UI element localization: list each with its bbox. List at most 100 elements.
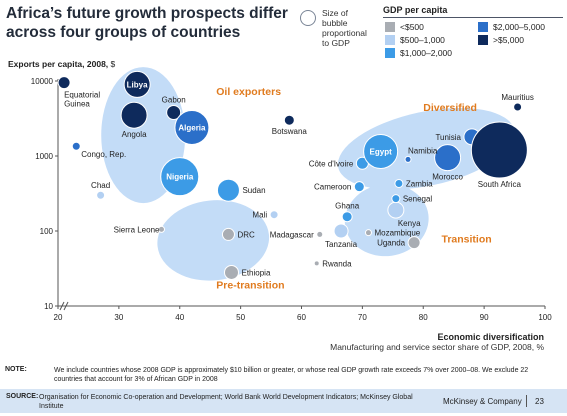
label-egypt: Egypt	[370, 147, 393, 156]
label-sierra-leone: Sierra Leone	[114, 225, 160, 234]
y-axis-label-unit: $	[108, 59, 116, 69]
size-key-line1: Size of	[322, 8, 348, 18]
brand-name: McKinsey & Company	[443, 397, 522, 406]
bubble-ethiopia	[223, 264, 239, 280]
legend-swatch-500-1000	[385, 35, 395, 45]
x-tick-label-70: 70	[358, 313, 367, 322]
bubble-tanzania	[333, 223, 349, 239]
bubble-mali	[269, 210, 279, 220]
label-equatorial-guinea-1: Equatorial	[64, 91, 100, 100]
label-mozambique: Mozambique	[374, 229, 420, 238]
label-kenya: Kenya	[398, 219, 421, 228]
bubble-sudan	[216, 178, 240, 202]
bubble-libya	[123, 70, 151, 98]
chart-title: Africa’s future growth prospects differ a…	[6, 4, 306, 42]
label-south-africa: South Africa	[478, 180, 522, 189]
x-tick-label-30: 30	[114, 313, 123, 322]
y-axis-label: Exports per capita, 2008, $	[8, 59, 115, 69]
bubble-algeria	[174, 109, 210, 145]
legend-swatch-2000-5000	[478, 22, 488, 32]
group-label-oil-exporters: Oil exporters	[216, 86, 281, 98]
y-axis-label-text: Exports per capita, 2008,	[8, 59, 109, 69]
bubble-nigeria	[160, 157, 200, 197]
label-gabon: Gabon	[162, 96, 186, 105]
legend-item-gt5000: >$5,000	[478, 35, 524, 45]
bubble-chart: 10 100 1000 10000 20 30 40 50 60 70 80 90 100 Libya Eq…	[31, 67, 552, 322]
size-key-line3: proportional	[322, 28, 367, 38]
label-nigeria: Nigeria	[166, 173, 194, 182]
cluster-region-pre-transition	[157, 200, 270, 281]
y-tick-label-10000: 10000	[31, 77, 54, 86]
label-tanzania: Tanzania	[325, 240, 358, 249]
legend-item-lt500: <$500	[385, 22, 424, 32]
label-ethiopia: Ethiopia	[241, 268, 270, 277]
x-tick-label-20: 20	[54, 313, 63, 322]
legend-swatch-lt500	[385, 22, 395, 32]
label-mali: Mali	[252, 211, 267, 220]
group-label-pre-transition: Pre-transition	[216, 280, 284, 292]
x-tick-label-50: 50	[236, 313, 245, 322]
size-key-text: Size of bubble proportional to GDP	[322, 8, 376, 48]
label-drc: DRC	[237, 230, 255, 239]
bubble-botswana	[283, 114, 295, 126]
label-ghana: Ghana	[335, 202, 360, 211]
bubble-zambia	[394, 178, 404, 188]
axis-break-mark	[59, 301, 69, 311]
label-equatorial-guinea-2: Guinea	[64, 100, 90, 109]
x-tick-label-40: 40	[175, 313, 184, 322]
y-tick-label-100: 100	[40, 227, 54, 236]
note-text: We include countries whose 2008 GDP is a…	[54, 367, 529, 383]
gdp-legend-divider	[383, 17, 563, 18]
size-key-line4: to GDP	[322, 38, 350, 48]
footer-bar: SOURCE: Organisation for Economic Co-ope…	[0, 389, 567, 413]
bubble-mozambique	[364, 229, 372, 237]
legend-label-500-1000: $500–1,000	[400, 35, 445, 45]
bubble-morocco	[434, 144, 462, 172]
x-tick-label-60: 60	[297, 313, 306, 322]
label-c-te-d-ivoire: Côte d'Ivoire	[309, 159, 354, 168]
label-mauritius: Mauritius	[501, 93, 533, 102]
cluster-region-transition	[344, 183, 429, 257]
label-cameroon: Cameroon	[314, 183, 351, 192]
label-uganda: Uganda	[377, 239, 406, 248]
label-angola: Angola	[122, 130, 147, 139]
label-tunisia: Tunisia	[435, 133, 461, 142]
x-axis-title: Economic diversification	[437, 332, 544, 342]
label-morocco: Morocco	[432, 173, 463, 182]
label-madagascar: Madagascar	[270, 230, 314, 239]
legend-swatch-1000-2000	[385, 48, 395, 58]
bubble-uganda	[407, 236, 421, 250]
y-tick-label-10: 10	[44, 302, 53, 311]
footer-divider	[526, 395, 527, 407]
x-tick-label-90: 90	[480, 313, 489, 322]
legend-label-gt5000: >$5,000	[493, 35, 524, 45]
bubble-chad	[96, 190, 106, 200]
legend-swatch-gt5000	[478, 35, 488, 45]
label-chad: Chad	[91, 181, 110, 190]
cluster-region-diversified	[337, 107, 515, 190]
legend-item-2000-5000: $2,000–5,000	[478, 22, 545, 32]
bubble-mauritius	[513, 102, 523, 112]
size-key-circle-icon	[300, 10, 316, 26]
legend-label-lt500: <$500	[400, 22, 424, 32]
legend-label-1000-2000: $1,000–2,000	[400, 48, 452, 58]
bubble-congo-rep	[71, 141, 81, 151]
label-namibia: Namibia	[408, 146, 438, 155]
x-tick-label-80: 80	[419, 313, 428, 322]
bubble-kenya	[387, 201, 405, 219]
page-number: 23	[535, 397, 544, 406]
bubble-ghana	[341, 211, 353, 223]
bubble-angola	[120, 101, 148, 129]
bubble-drc	[221, 227, 235, 241]
bubble-madagascar	[316, 230, 324, 238]
bubble-senegal	[391, 194, 401, 204]
bubble-cameroon	[353, 181, 365, 193]
size-key-line2: bubble	[322, 18, 348, 28]
bubble-gabon	[166, 105, 182, 121]
legend-item-1000-2000: $1,000–2,000	[385, 48, 452, 58]
x-axis-subtitle: Manufacturing and service sector share o…	[330, 342, 544, 352]
legend-item-500-1000: $500–1,000	[385, 35, 445, 45]
gdp-legend-title: GDP per capita	[383, 5, 448, 15]
label-rwanda: Rwanda	[322, 259, 352, 268]
chart-title-line2: across four groups of countries	[6, 24, 241, 41]
